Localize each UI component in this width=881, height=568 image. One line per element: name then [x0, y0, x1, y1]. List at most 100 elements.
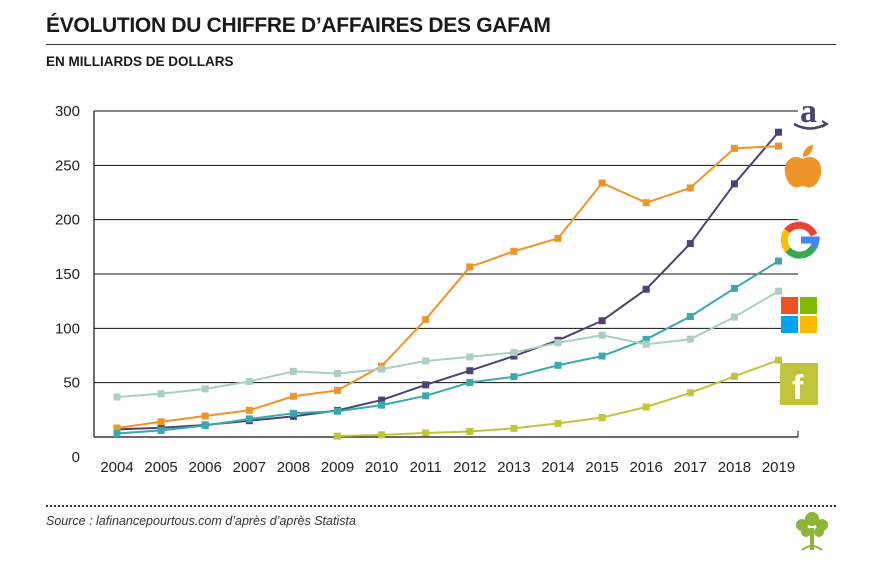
data-point-amazon: [642, 285, 650, 293]
data-point-apple: [466, 263, 474, 271]
y-tick-label: 200: [55, 212, 80, 229]
data-point-google: [422, 392, 430, 400]
data-point-google: [775, 257, 782, 265]
x-tick-label: 2015: [585, 459, 618, 476]
grid-lines: [93, 110, 799, 438]
data-point-google: [334, 407, 341, 415]
data-point-facebook: [554, 419, 562, 427]
data-point-google: [289, 409, 297, 417]
google-logo-icon: [780, 221, 820, 259]
data-point-microsoft: [157, 390, 165, 398]
data-point-amazon: [422, 381, 430, 389]
chart-subtitle: EN MILLIARDS DE DOLLARS: [46, 54, 234, 69]
data-point-apple: [775, 142, 782, 150]
series-lines: [116, 131, 780, 438]
data-point-apple: [642, 199, 650, 207]
facebook-logo-icon: f: [780, 363, 818, 407]
data-point-facebook: [642, 403, 650, 411]
data-point-apple: [686, 184, 694, 192]
data-point-microsoft: [378, 365, 386, 373]
data-point-amazon: [466, 367, 474, 375]
data-point-amazon: [686, 240, 694, 248]
data-point-apple: [334, 386, 341, 394]
data-point-apple: [730, 144, 738, 152]
series-points: [113, 128, 782, 440]
y-tick-label: 50: [63, 375, 80, 392]
x-tick-label: 2004: [100, 459, 133, 476]
data-point-google: [598, 352, 606, 360]
data-point-google: [510, 373, 518, 381]
data-point-google: [686, 312, 694, 320]
y-tick-label: 250: [55, 157, 80, 174]
data-point-facebook: [466, 427, 474, 435]
x-tick-label: 2016: [630, 459, 663, 476]
data-point-google: [466, 378, 474, 386]
data-point-apple: [245, 406, 253, 414]
data-point-apple: [554, 234, 562, 242]
data-point-facebook: [334, 432, 341, 440]
data-point-google: [554, 361, 562, 369]
chart-title: ÉVOLUTION DU CHIFFRE D’AFFAIRES DES GAFA…: [46, 14, 551, 37]
x-axis-ticks: 2004 2005 2006 2007 2008 2009 2010 2011 2012 2013…: [100, 459, 795, 476]
x-tick-label: 2019: [762, 459, 795, 476]
data-point-microsoft: [686, 335, 694, 343]
series-line-apple: [116, 145, 779, 429]
data-point-apple: [422, 315, 430, 323]
data-point-microsoft: [422, 357, 430, 365]
data-point-facebook: [378, 431, 386, 439]
series-line-amazon: [116, 131, 780, 431]
data-point-microsoft: [113, 393, 121, 401]
data-point-microsoft: [730, 313, 738, 321]
data-point-apple: [157, 418, 165, 426]
data-point-apple: [113, 424, 121, 432]
data-point-facebook: [510, 424, 518, 432]
footer-divider: [46, 505, 836, 507]
data-point-microsoft: [289, 367, 297, 375]
data-point-facebook: [730, 372, 738, 380]
series-line-google: [116, 260, 780, 435]
x-tick-label: 2011: [410, 459, 442, 476]
data-point-google: [378, 401, 386, 409]
data-point-microsoft: [245, 377, 253, 385]
data-point-microsoft: [642, 340, 650, 348]
tree-logo-icon: [796, 512, 828, 551]
y-tick-label: 0: [72, 449, 80, 466]
data-point-facebook: [422, 429, 430, 437]
data-point-microsoft: [201, 385, 209, 393]
y-tick-label: 150: [55, 266, 80, 283]
apple-logo-icon: [784, 145, 822, 188]
data-point-facebook: [598, 414, 606, 422]
x-tick-label: 2014: [541, 459, 574, 476]
x-tick-label: 2010: [365, 459, 398, 476]
data-point-apple: [201, 412, 209, 420]
svg-text:a: a: [800, 93, 817, 130]
data-point-microsoft: [598, 331, 606, 339]
amazon-logo-icon: a: [793, 93, 829, 130]
data-point-apple: [289, 392, 297, 400]
x-tick-label: 2017: [674, 459, 707, 476]
data-point-amazon: [378, 396, 386, 404]
data-point-amazon: [598, 317, 606, 325]
data-point-google: [642, 335, 650, 343]
title-divider: [46, 44, 836, 45]
data-point-google: [157, 426, 165, 434]
svg-text:f: f: [792, 369, 804, 407]
data-point-facebook: [686, 389, 694, 397]
source-note: Source : lafinancepourtous.com d’après d…: [46, 514, 356, 528]
data-point-google: [201, 421, 209, 429]
x-tick-label: 2009: [321, 459, 354, 476]
x-tick-label: 2005: [144, 459, 177, 476]
x-tick-label: 2013: [497, 459, 530, 476]
x-tick-label: 2012: [453, 459, 486, 476]
data-point-amazon: [510, 352, 518, 360]
data-point-google: [730, 284, 738, 292]
data-point-microsoft: [334, 370, 341, 378]
x-tick-label: 2008: [277, 459, 310, 476]
y-tick-label: 300: [55, 103, 80, 120]
data-point-apple: [510, 247, 518, 255]
data-point-google: [113, 430, 121, 438]
data-point-microsoft: [554, 339, 562, 347]
x-tick-label: 2006: [189, 459, 222, 476]
y-axis-ticks: 0 50 100 150 200 250 300: [55, 103, 80, 466]
